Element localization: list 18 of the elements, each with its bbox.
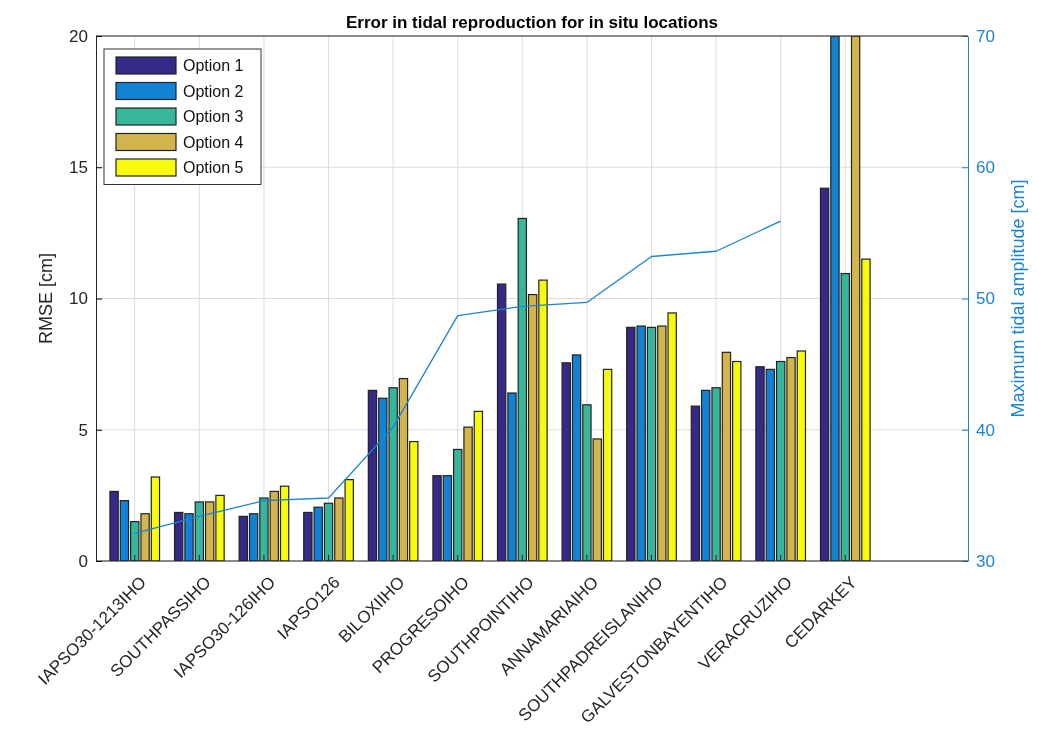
y2-axis-title: Maximum tidal amplitude [cm] [1008, 179, 1028, 418]
legend-label: Option 2 [183, 82, 244, 100]
y2-tick-label: 50 [976, 289, 995, 309]
y-tick-label: 10 [69, 289, 88, 309]
y2-tick-label: 60 [976, 158, 995, 178]
y2-tick-label: 40 [976, 420, 995, 440]
y2-tick-label: 30 [976, 551, 995, 571]
y-tick-label: 5 [78, 420, 88, 440]
y-tick-label: 20 [69, 26, 88, 46]
legend-label: Option 4 [183, 133, 244, 151]
legend-label: Option 5 [183, 159, 244, 176]
y-tick-label: 15 [69, 158, 88, 178]
legend-label: Option 3 [183, 108, 244, 125]
y-tick-label: 0 [78, 551, 88, 571]
y-axis-title: RMSE [cm] [36, 252, 56, 345]
y2-tick-label: 70 [976, 26, 995, 46]
chart-title: Error in tidal reproduction for in situ locations [345, 13, 719, 32]
legend-label: Option 1 [183, 57, 244, 74]
